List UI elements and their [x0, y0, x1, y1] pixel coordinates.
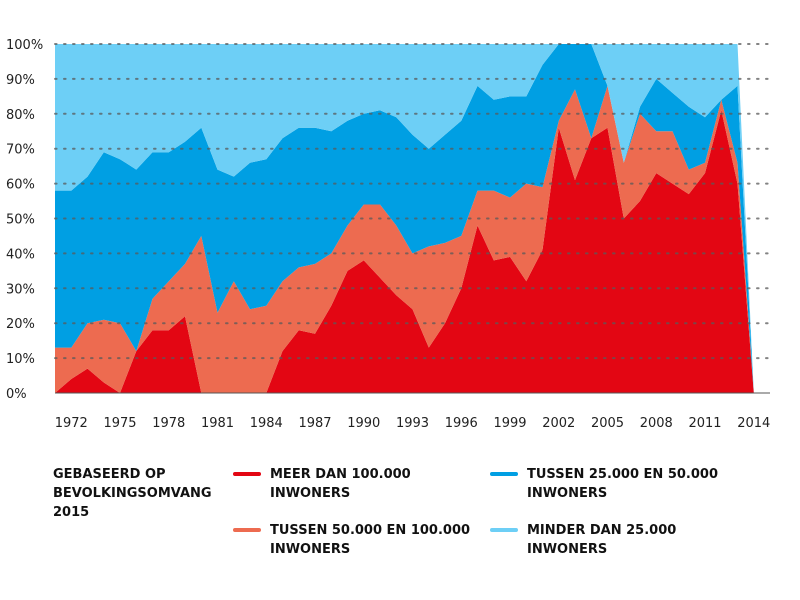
x-tick-label: 1975	[103, 416, 136, 431]
y-tick-label: 30%	[6, 282, 35, 297]
legend-swatch	[490, 472, 518, 476]
y-tick-label: 70%	[6, 143, 35, 158]
legend-swatch	[490, 528, 518, 532]
area-layers	[55, 44, 770, 394]
x-axis-ticks: 1972 1975 1978 1981 1984 1987 1990 1993 1996 1999…	[55, 416, 771, 431]
area-series-1	[55, 85, 770, 394]
x-tick-label: 1981	[201, 416, 234, 431]
legend-label: INWONERS	[527, 486, 607, 501]
legend-label: TUSSEN 25.000 EN 50.000	[527, 467, 718, 482]
legend: GEBASEERD OP BEVOLKINGSOMVANG 2015 MEER DAN…	[53, 467, 718, 557]
legend-label: INWONERS	[270, 542, 350, 557]
legend-title-line: BEVOLKINGSOMVANG	[53, 486, 212, 501]
y-tick-label: 60%	[6, 178, 35, 193]
y-tick-label: 90%	[6, 73, 35, 88]
legend-label: INWONERS	[527, 542, 607, 557]
legend-label: MINDER DAN 25.000	[527, 523, 676, 538]
area-series-0	[55, 110, 770, 394]
y-tick-label: 20%	[6, 317, 35, 332]
y-axis-ticks: 0% 10% 20% 30% 40% 50% 60% 70% 80% 90% 100%	[6, 38, 43, 402]
x-tick-label: 1999	[493, 416, 526, 431]
legend-swatch	[233, 528, 261, 532]
x-tick-label: 1984	[250, 416, 283, 431]
y-tick-label: 50%	[6, 213, 35, 228]
y-tick-label: 0%	[6, 387, 27, 402]
x-tick-label: 1993	[396, 416, 429, 431]
x-tick-label: 1990	[347, 416, 380, 431]
x-tick-label: 2014	[737, 416, 770, 431]
x-tick-label: 1972	[55, 416, 88, 431]
y-tick-label: 40%	[6, 247, 35, 262]
legend-label: TUSSEN 50.000 EN 100.000	[270, 523, 470, 538]
area-series-2	[55, 44, 770, 393]
legend-title-line: GEBASEERD OP	[53, 467, 166, 482]
x-tick-label: 2008	[640, 416, 673, 431]
gridlines	[54, 43, 771, 394]
x-tick-label: 2002	[542, 416, 575, 431]
legend-label: INWONERS	[270, 486, 350, 501]
x-tick-label: 2005	[591, 416, 624, 431]
x-tick-label: 2011	[688, 416, 721, 431]
x-tick-label: 1996	[445, 416, 478, 431]
y-tick-label: 10%	[6, 352, 35, 367]
legend-label: MEER DAN 100.000	[270, 467, 411, 482]
legend-title-line: 2015	[53, 505, 89, 520]
y-tick-label: 100%	[6, 38, 43, 53]
area-series-3	[55, 44, 770, 393]
legend-swatch	[233, 472, 261, 476]
x-tick-label: 1987	[298, 416, 331, 431]
y-tick-label: 80%	[6, 108, 35, 123]
x-tick-label: 1978	[152, 416, 185, 431]
